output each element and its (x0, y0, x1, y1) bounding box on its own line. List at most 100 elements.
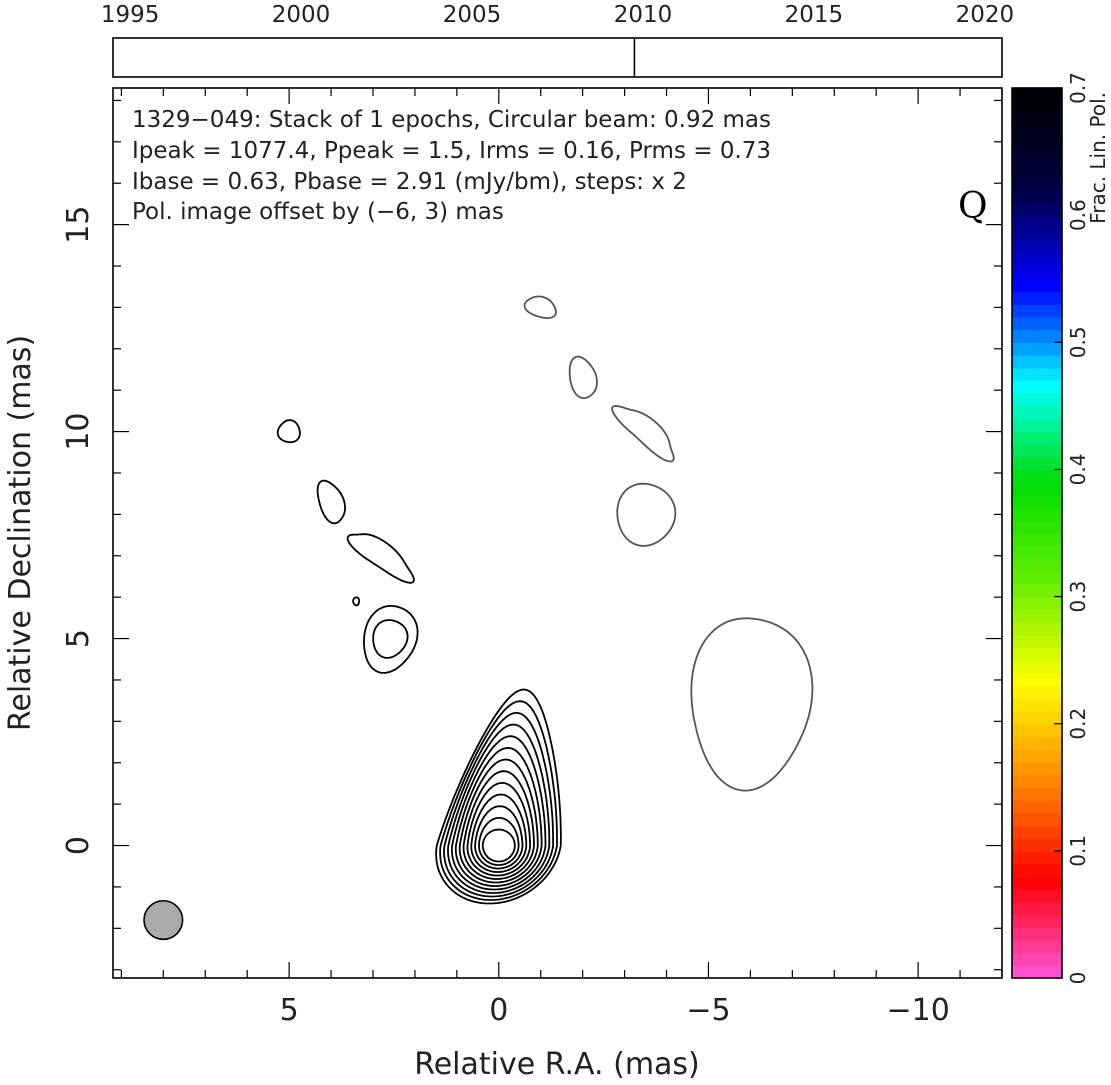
colorbar: 0 0.1 0.2 0.3 0.4 0.5 0.6 0.7 Frac. Lin. Pol. (1011, 72, 1110, 985)
colorbar-band (1012, 316, 1062, 331)
plot-frame (112, 87, 1003, 979)
pol-contour (568, 355, 598, 400)
colorbar-band (1012, 266, 1062, 280)
core-contour (443, 712, 554, 898)
main-plot: 5 0 −5 −10 0 5 10 15 (61, 87, 1003, 1028)
x-axis-label: Relative R.A. (mas) (414, 1047, 700, 1082)
timeline-year-label: 2020 (956, 2, 1015, 28)
timeline-year-label: 2010 (614, 2, 673, 28)
colorbar-band (1012, 761, 1062, 776)
annotation-line-3: Ibase = 0.63, Pbase = 2.91 (mJy/bm), ste… (132, 169, 687, 195)
colorbar-tick-label: 0.4 (1066, 454, 1090, 486)
pol-contour (611, 405, 675, 463)
colorbar-band (1012, 278, 1062, 293)
colorbar-band (1012, 88, 1062, 102)
core-contour (481, 828, 516, 863)
colorbar-band (1012, 850, 1062, 865)
colorbar-band (1012, 507, 1062, 521)
colorbar-band (1012, 711, 1062, 725)
colorbar-band (1012, 240, 1062, 254)
colorbar-band (1012, 164, 1062, 178)
colorbar-band (1012, 787, 1062, 801)
colorbar-band (1012, 965, 1062, 979)
colorbar-band (1012, 126, 1062, 140)
colorbar-band (1012, 444, 1062, 458)
core-contour (451, 735, 547, 891)
colorbar-band (1012, 329, 1062, 343)
colorbar-band (1012, 431, 1062, 445)
timeline: 1995 2000 2005 2010 2015 2020 (101, 2, 1015, 78)
annotation-line-2: Ipeak = 1077.4, Ppeak = 1.5, Irms = 0.16… (132, 138, 771, 164)
colorbar-band (1012, 189, 1062, 204)
colorbar-band (1012, 304, 1062, 318)
jet-contour (316, 479, 346, 525)
colorbar-band (1012, 405, 1062, 420)
colorbar-frame (1011, 87, 1063, 979)
timeline-year-label: 2015 (785, 2, 844, 28)
colorbar-band (1012, 456, 1062, 471)
y-tick-label: 10 (61, 412, 96, 450)
colorbar-band (1012, 100, 1062, 115)
colorbar-band (1012, 418, 1062, 432)
jet-contour (363, 605, 419, 674)
colorbar-band (1012, 113, 1062, 127)
colorbar-band (1012, 723, 1062, 738)
core-contour (435, 688, 562, 905)
colorbar-band (1012, 583, 1062, 598)
colorbar-band (1012, 863, 1062, 877)
annotation-line-1: 1329−049: Stack of 1 epochs, Circular be… (132, 107, 771, 133)
colorbar-band (1012, 901, 1062, 916)
colorbar-band (1012, 202, 1062, 216)
colorbar-band (1012, 494, 1062, 509)
colorbar-band (1012, 609, 1062, 623)
colorbar-band (1012, 889, 1062, 903)
colorbar-tick-label: 0.6 (1066, 199, 1090, 231)
pol-contour (690, 617, 814, 792)
core-contour (458, 758, 539, 884)
colorbar-band (1012, 825, 1062, 839)
colorbar-band (1012, 622, 1062, 636)
colorbar-band (1012, 533, 1062, 547)
core-contour (447, 723, 551, 894)
core-contour (439, 700, 558, 901)
colorbar-band (1012, 914, 1062, 928)
beam-ellipse (143, 899, 184, 941)
x-tick-label: −5 (686, 993, 730, 1028)
colorbar-band (1012, 876, 1062, 890)
colorbar-band (1012, 838, 1062, 852)
x-tick-label: 5 (280, 993, 299, 1028)
x-tick-label: −10 (886, 993, 949, 1028)
colorbar-band (1012, 812, 1062, 827)
colorbar-band (1012, 939, 1062, 954)
timeline-year-label: 2000 (272, 2, 331, 28)
colorbar-band (1012, 393, 1062, 407)
colorbar-band (1012, 571, 1062, 585)
y-axis-label: Relative Declination (mas) (3, 335, 38, 731)
y-tick-label: 0 (61, 836, 96, 855)
colorbar-band (1012, 952, 1062, 966)
colorbar-tick-label: 0.5 (1066, 326, 1090, 358)
colorbar-band (1012, 138, 1062, 153)
pol-contour (616, 482, 677, 547)
colorbar-band (1012, 482, 1062, 496)
colorbar-band (1012, 685, 1062, 699)
core-contour (454, 747, 543, 887)
colorbar-band (1012, 469, 1062, 483)
colorbar-band (1012, 380, 1062, 394)
pol-contour (523, 295, 557, 319)
jet-contour (352, 596, 360, 607)
timeline-year-label: 1995 (101, 2, 160, 28)
timeline-year-label: 2005 (443, 2, 502, 28)
colorbar-band (1012, 800, 1062, 814)
jet-contour (276, 419, 301, 444)
colorbar-band (1012, 253, 1062, 267)
colorbar-band (1012, 177, 1062, 191)
y-tick-label: 5 (61, 629, 96, 648)
colorbar-band (1012, 596, 1062, 610)
colorbar-band (1012, 927, 1062, 941)
colorbar-tick-label: 0.2 (1066, 708, 1090, 740)
colorbar-tick-label: 0 (1066, 972, 1090, 985)
colorbar-band (1012, 736, 1062, 750)
colorbar-band (1012, 660, 1062, 674)
